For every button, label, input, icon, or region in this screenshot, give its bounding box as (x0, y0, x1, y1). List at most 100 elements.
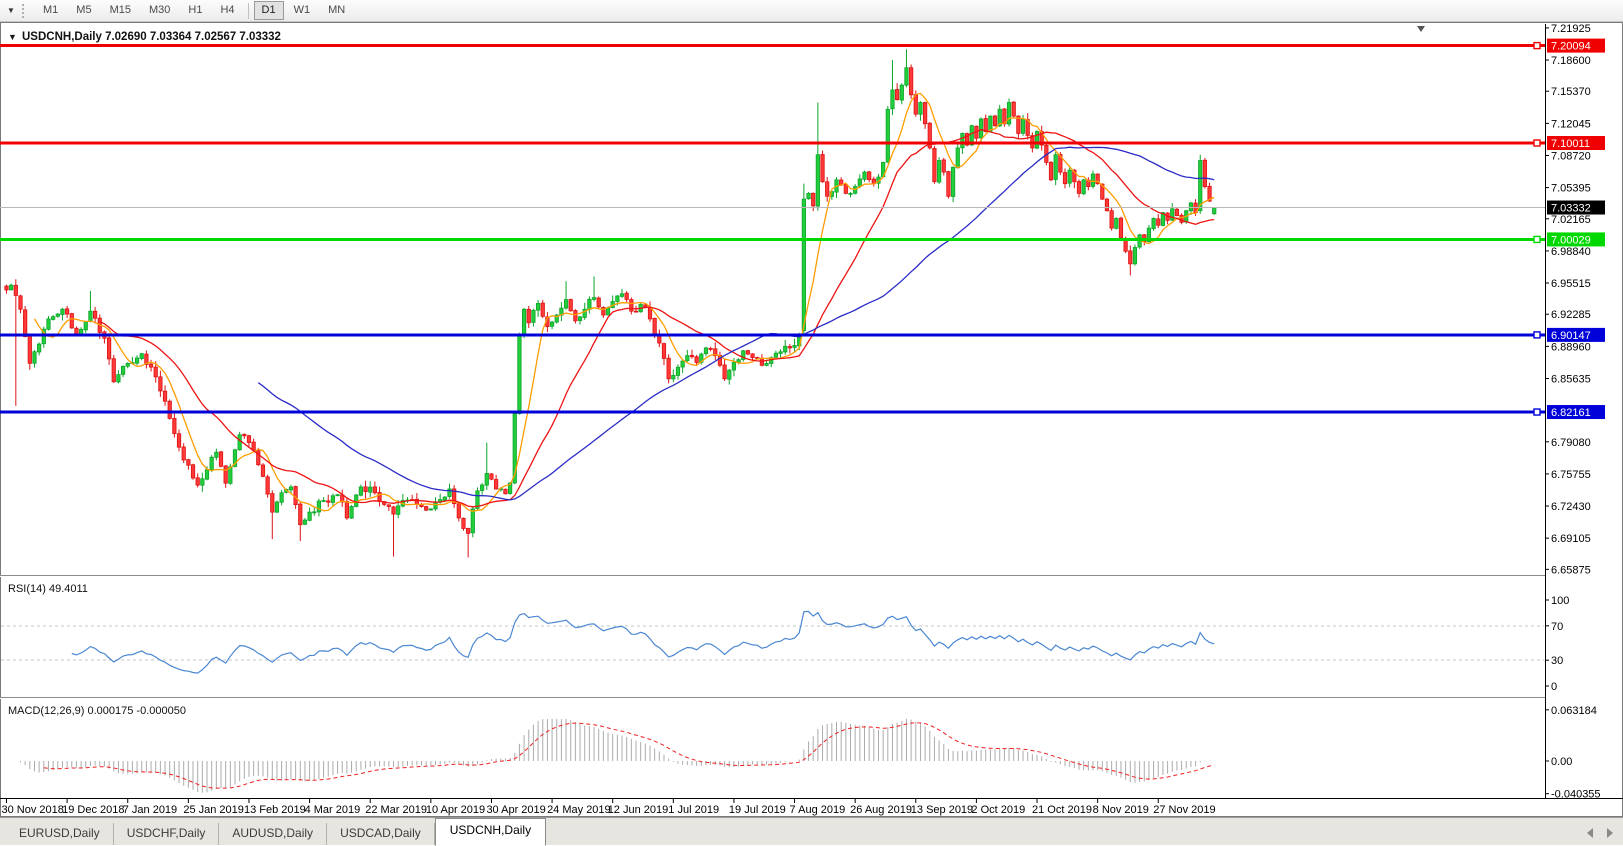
candle (23, 306, 28, 338)
timeframe-button-mn[interactable]: MN (320, 1, 353, 20)
candle (811, 192, 816, 212)
chart-shift-marker-icon[interactable] (1417, 26, 1425, 32)
tab-scroll-left-icon[interactable] (1587, 828, 1593, 838)
timeframe-button-m30[interactable]: M30 (141, 1, 178, 20)
candle (974, 125, 979, 143)
timeframe-button-m5[interactable]: M5 (68, 1, 99, 20)
candle (661, 342, 667, 366)
candle (391, 505, 396, 557)
candle (116, 370, 121, 384)
price-tick-label: 6.95515 (1551, 278, 1591, 290)
date-tick-label: 19 Dec 2018 (62, 804, 124, 816)
hline-7.00029[interactable] (0, 235, 1545, 244)
candle (1170, 203, 1175, 222)
candle (452, 485, 457, 508)
candle (517, 332, 522, 415)
candle (503, 488, 508, 495)
candle (1118, 216, 1124, 240)
svg-text:7.20094: 7.20094 (1551, 41, 1591, 53)
chart-tab-eurusd[interactable]: EURUSD,Daily (6, 823, 114, 845)
chart-tab-usdcnh[interactable]: USDCNH,Daily (434, 818, 547, 846)
candle (344, 496, 349, 520)
candle (158, 370, 163, 397)
hline-7.10011[interactable] (0, 139, 1545, 147)
candle (1114, 217, 1119, 230)
candle (340, 489, 345, 507)
candle (825, 177, 830, 202)
candle (941, 157, 946, 176)
price-tick-label: 6.85635 (1551, 373, 1591, 385)
candle (461, 517, 466, 531)
candle (307, 507, 312, 522)
candle (1151, 217, 1156, 231)
hline-6.82161[interactable] (0, 408, 1545, 416)
candle (596, 296, 601, 309)
candle (41, 326, 46, 348)
candle (354, 494, 359, 508)
rsi-scale-label: 0 (1551, 681, 1557, 693)
candle (246, 434, 252, 448)
svg-text:6.90147: 6.90147 (1551, 330, 1591, 342)
candle (265, 474, 270, 498)
candle (1053, 151, 1058, 186)
candle (689, 349, 695, 359)
candle (144, 350, 149, 369)
candle (867, 170, 872, 183)
chart-collapse-icon[interactable]: ▼ (8, 32, 17, 42)
date-tick-label: 12 Jun 2019 (608, 804, 669, 816)
candle (1039, 125, 1044, 151)
candle (820, 150, 825, 183)
hline-7.20094[interactable] (0, 41, 1545, 50)
candle (601, 306, 606, 318)
candle (46, 315, 51, 331)
candle (279, 490, 284, 506)
candle (890, 60, 895, 116)
timeframe-button-h4[interactable]: H4 (212, 1, 242, 20)
candle (554, 313, 559, 324)
candle (274, 500, 280, 513)
date-tick-label: 8 Nov 2019 (1093, 804, 1149, 816)
timeframe-button-w1[interactable]: W1 (286, 1, 319, 20)
candle (120, 365, 126, 378)
candle (950, 166, 956, 203)
candle (899, 83, 904, 105)
candle (778, 349, 783, 359)
toolbar-grip-handle[interactable] (22, 3, 28, 18)
price-tick-label: 6.65875 (1551, 564, 1591, 576)
candle (983, 114, 988, 133)
candle (466, 527, 471, 558)
candle (349, 504, 354, 519)
candle (657, 329, 662, 348)
macd-pane (15, 718, 1215, 793)
hline-6.90147[interactable] (0, 331, 1545, 339)
tab-scroll-right-icon[interactable] (1607, 828, 1613, 838)
candle (745, 349, 751, 356)
candle (368, 481, 373, 498)
price-tick-label: 7.02165 (1551, 214, 1591, 226)
timeframe-button-m1[interactable]: M1 (35, 1, 66, 20)
candle (1025, 113, 1030, 140)
candle (531, 308, 536, 327)
candle (27, 333, 32, 370)
candle (326, 494, 331, 508)
candle (181, 443, 186, 464)
candle (298, 502, 303, 542)
candle (260, 463, 266, 478)
timeframe-button-d1[interactable]: D1 (253, 1, 284, 20)
price-line-label: 7.10011 (1547, 136, 1605, 150)
candle (885, 105, 890, 164)
candle (577, 315, 583, 325)
timeframe-button-m15[interactable]: M15 (102, 1, 139, 20)
timeframe-button-h1[interactable]: H1 (180, 1, 210, 20)
chart-tab-audusd[interactable]: AUDUSD,Daily (219, 823, 328, 845)
candle (256, 447, 261, 466)
price-tick-label: 6.69105 (1551, 533, 1591, 545)
candle (792, 338, 797, 352)
candle (302, 517, 308, 526)
svg-text:7.00029: 7.00029 (1551, 234, 1591, 246)
candle (946, 170, 951, 199)
price-tick-label: 6.72430 (1551, 501, 1591, 513)
chart-tab-usdchf[interactable]: USDCHF,Daily (114, 823, 220, 845)
chart-tab-usdcad[interactable]: USDCAD,Daily (327, 823, 435, 845)
chart-menu-dropdown-icon[interactable]: ▼ (7, 6, 15, 15)
